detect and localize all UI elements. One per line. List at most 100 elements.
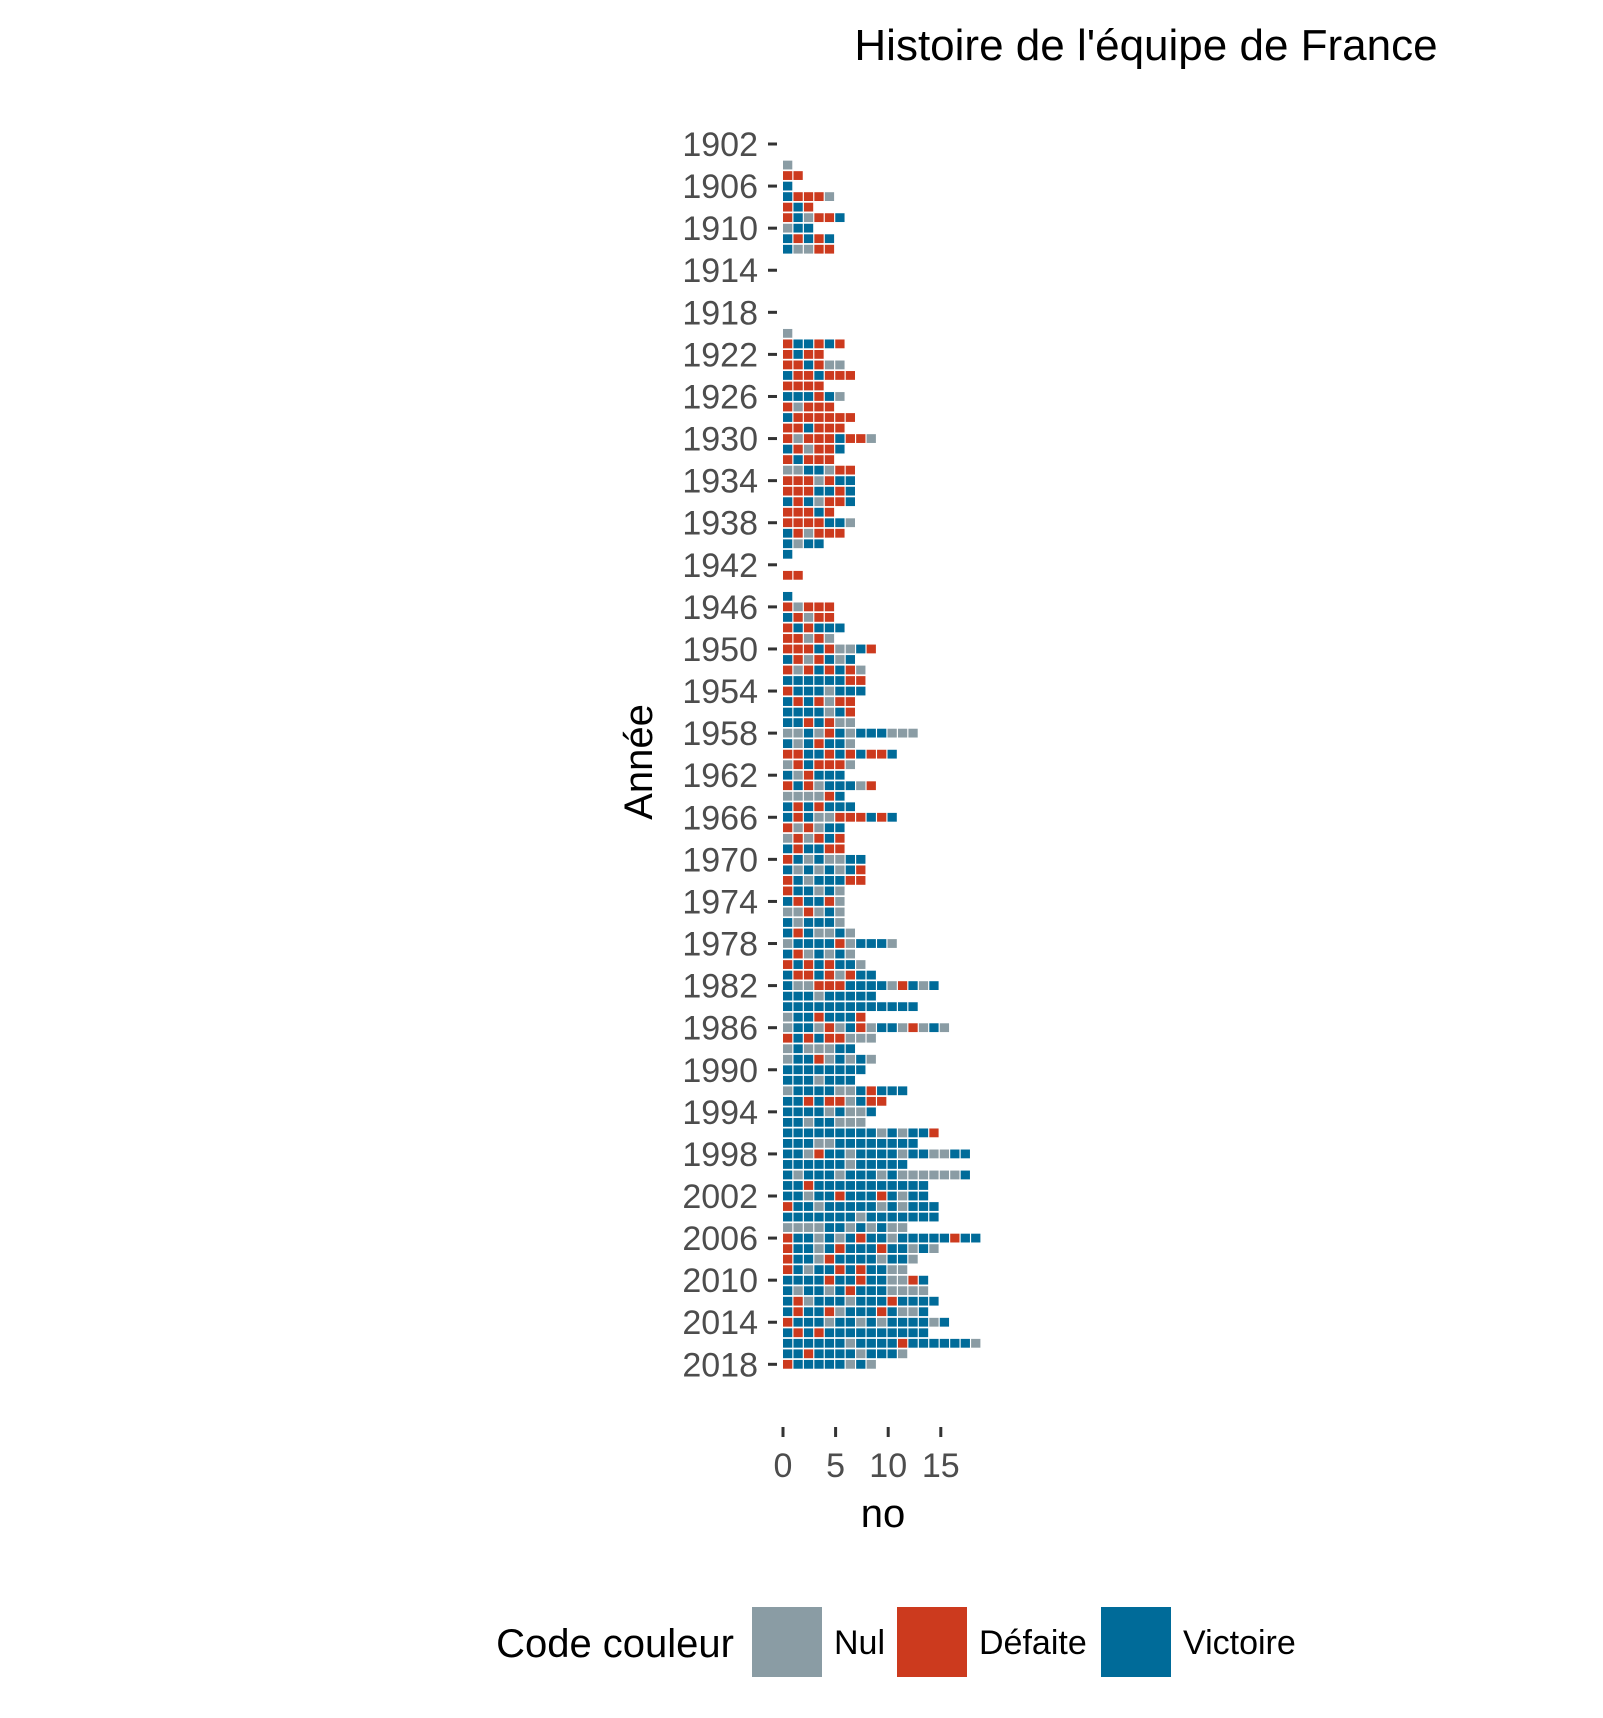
match-cell xyxy=(814,476,824,486)
match-cell xyxy=(845,1244,855,1253)
match-cell xyxy=(856,728,866,738)
x-tick-label: 0 xyxy=(774,1447,793,1485)
match-cell xyxy=(783,939,793,948)
match-cell xyxy=(824,991,835,1001)
match-cell xyxy=(793,476,803,486)
match-cell xyxy=(803,802,814,812)
match-cell xyxy=(814,613,824,622)
match-cell xyxy=(835,707,845,717)
match-cell xyxy=(783,1096,793,1106)
match-cell xyxy=(803,718,814,727)
match-cell xyxy=(793,1054,803,1064)
match-cell xyxy=(929,1296,939,1306)
match-cell xyxy=(803,1181,814,1190)
match-cell xyxy=(866,1275,876,1285)
match-cell xyxy=(783,886,793,896)
match-cell xyxy=(939,1338,950,1348)
match-cell xyxy=(793,486,803,496)
match-cell xyxy=(793,791,803,801)
match-cell xyxy=(803,1286,814,1296)
match-cell xyxy=(803,949,814,959)
match-cell xyxy=(866,1023,876,1033)
match-cell xyxy=(845,518,855,528)
match-cell xyxy=(803,854,814,864)
match-cell xyxy=(835,392,845,401)
match-cell xyxy=(824,865,835,875)
match-cell xyxy=(803,876,814,885)
match-cell xyxy=(856,1233,866,1243)
match-cell xyxy=(908,1338,918,1348)
match-cell xyxy=(845,991,855,1001)
match-cell xyxy=(814,1044,824,1054)
match-cell xyxy=(793,770,803,780)
match-cell xyxy=(814,812,824,822)
match-cell xyxy=(897,1349,908,1359)
match-cell xyxy=(803,213,814,223)
match-cell xyxy=(897,1254,908,1264)
match-cell xyxy=(866,1149,876,1159)
match-cell xyxy=(803,1202,814,1211)
match-cell xyxy=(803,1149,814,1159)
match-cell xyxy=(814,791,824,801)
match-cell xyxy=(887,1307,897,1317)
match-cell xyxy=(803,960,814,969)
match-cell xyxy=(803,613,814,622)
match-cell xyxy=(835,528,845,538)
match-cell xyxy=(803,1296,814,1306)
match-cell xyxy=(783,528,793,538)
match-cell xyxy=(814,634,824,643)
match-cell xyxy=(803,970,814,980)
match-cell xyxy=(845,1170,855,1180)
match-cell xyxy=(814,897,824,906)
chart-title: Histoire de l'équipe de France xyxy=(854,21,1437,70)
match-cell xyxy=(803,928,814,938)
match-cell xyxy=(824,339,835,349)
match-cell xyxy=(835,907,845,917)
match-cell xyxy=(835,739,845,749)
match-cell xyxy=(793,1244,803,1253)
match-cell xyxy=(897,1296,908,1306)
match-cell xyxy=(814,918,824,927)
match-cell xyxy=(824,371,835,380)
match-cell xyxy=(793,854,803,864)
match-cell xyxy=(814,718,824,727)
match-cell xyxy=(793,1296,803,1306)
match-cell xyxy=(835,1033,845,1043)
match-cell xyxy=(835,970,845,980)
match-cell xyxy=(908,1139,918,1148)
match-cell xyxy=(877,1086,887,1096)
y-tick-label: 1982 xyxy=(682,968,758,1006)
y-tick-label: 1902 xyxy=(682,126,758,164)
match-cell xyxy=(845,486,855,496)
match-cell xyxy=(814,539,824,549)
match-cell xyxy=(824,1160,835,1169)
match-cell xyxy=(793,1359,803,1369)
match-cell xyxy=(835,1296,845,1306)
match-cell xyxy=(783,1075,793,1085)
match-cell xyxy=(887,1181,897,1190)
match-cell xyxy=(866,1265,876,1275)
match-cell xyxy=(793,1317,803,1327)
match-cell xyxy=(803,1265,814,1275)
match-cell xyxy=(783,213,793,223)
match-cell xyxy=(824,392,835,401)
match-cell xyxy=(887,1223,897,1232)
match-cell xyxy=(783,960,793,969)
match-cell xyxy=(793,865,803,875)
match-cell xyxy=(824,1075,835,1085)
match-cell xyxy=(803,518,814,528)
match-cell xyxy=(950,1149,960,1159)
match-cell xyxy=(793,339,803,349)
match-cell xyxy=(824,1254,835,1264)
match-cell xyxy=(803,1317,814,1327)
match-cell xyxy=(814,970,824,980)
match-cell xyxy=(803,833,814,843)
match-cell xyxy=(824,1107,835,1117)
match-cell xyxy=(824,518,835,528)
match-cell xyxy=(814,1317,824,1327)
match-cell xyxy=(803,1023,814,1033)
match-cell xyxy=(814,928,824,938)
match-cell xyxy=(783,339,793,349)
match-cell xyxy=(845,1117,855,1127)
match-cell xyxy=(835,360,845,370)
